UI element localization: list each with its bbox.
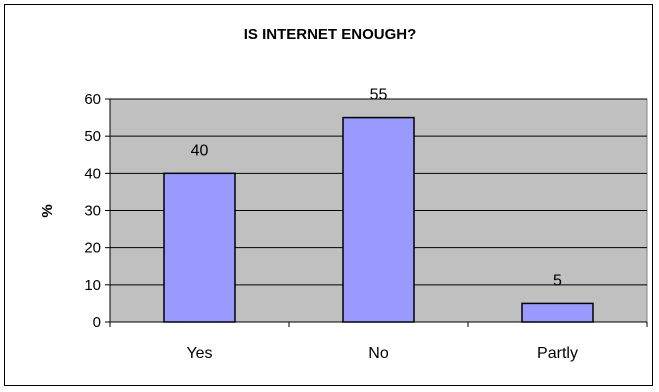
data-label-yes: 40 bbox=[191, 142, 209, 159]
chart-title: IS INTERNET ENOUGH? bbox=[244, 26, 417, 43]
y-tick-label-40: 40 bbox=[84, 165, 101, 182]
bar-yes bbox=[163, 172, 236, 323]
data-label-partly: 5 bbox=[553, 272, 562, 289]
y-axis-label: % bbox=[39, 204, 56, 217]
y-tick-label-20: 20 bbox=[84, 240, 101, 257]
y-tick-label-0: 0 bbox=[93, 314, 101, 331]
data-label-no: 55 bbox=[370, 87, 388, 104]
plot-area: 0 10 20 30 40 50 60 40 Yes 55 No 5 Partly bbox=[84, 87, 648, 362]
bar-partly bbox=[521, 302, 594, 323]
y-tick-label-50: 50 bbox=[84, 128, 101, 145]
x-tick-label-partly: Partly bbox=[537, 345, 578, 362]
y-tick-label-30: 30 bbox=[84, 203, 101, 220]
y-tick-label-10: 10 bbox=[84, 277, 101, 294]
x-tick-label-no: No bbox=[368, 345, 389, 362]
x-tick-label-yes: Yes bbox=[186, 345, 212, 362]
y-tick-label-60: 60 bbox=[84, 91, 101, 108]
bar-no bbox=[342, 116, 415, 323]
